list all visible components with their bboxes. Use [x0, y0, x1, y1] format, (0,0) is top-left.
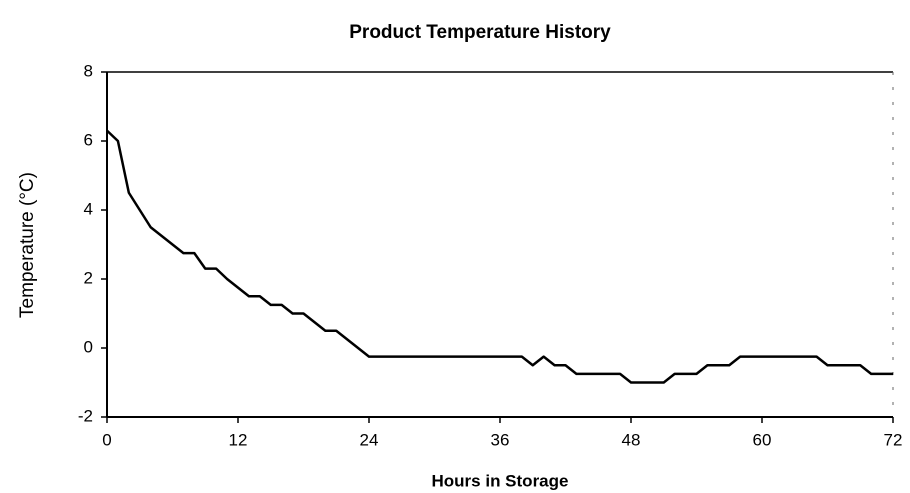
- y-tick-label: 0: [84, 337, 93, 356]
- chart-title: Product Temperature History: [349, 22, 611, 43]
- x-tick-label: 60: [753, 430, 772, 449]
- x-axis-label: Hours in Storage: [432, 471, 569, 490]
- y-tick-label: 8: [84, 61, 93, 80]
- x-tick-label: 24: [360, 430, 379, 449]
- x-tick-label: 36: [491, 430, 510, 449]
- x-tick-label: 72: [884, 430, 903, 449]
- y-tick-label: 6: [84, 130, 93, 149]
- line-series: [106, 129, 893, 384]
- x-tick-label: 12: [229, 430, 248, 449]
- y-tick-label: 2: [84, 268, 93, 287]
- x-tick-label: 48: [622, 430, 641, 449]
- y-tick-label: -2: [78, 406, 93, 425]
- x-tick-label: 0: [102, 430, 111, 449]
- y-tick-label: 4: [84, 199, 93, 218]
- y-axis-label: Temperature (°C): [17, 172, 38, 318]
